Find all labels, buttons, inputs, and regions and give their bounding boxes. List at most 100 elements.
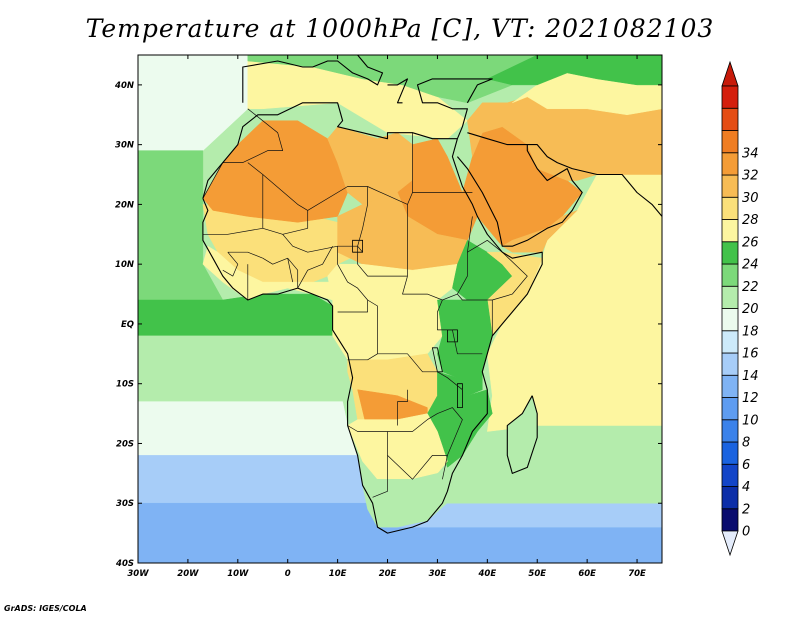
region-north-atlantic-ocean: [138, 55, 249, 151]
border-line: [227, 251, 263, 259]
lon-tick-label: 70E: [628, 569, 646, 579]
colorbar-label: 14: [742, 369, 759, 384]
region-south-atlantic-cool: [138, 455, 368, 504]
colorbar-label: 4: [742, 480, 750, 495]
grads-credit: GrADS: IGES/COLA: [4, 604, 87, 613]
coastlines: [202, 55, 662, 534]
colorbar-band: [721, 308, 739, 332]
colorbar-label: 34: [742, 146, 759, 161]
lon-tick-label: 60E: [578, 569, 596, 579]
map-frame: [137, 54, 663, 564]
lon-tick-label: 50E: [528, 569, 546, 579]
coastline: [456, 132, 583, 247]
colorbar-label: 20: [742, 302, 759, 317]
border-line: [467, 239, 528, 301]
colorbar-band: [721, 219, 739, 243]
region-europe-south: [247, 55, 538, 104]
region-south-atlantic-middle: [138, 401, 358, 456]
coastline: [242, 55, 384, 103]
border-line: [387, 455, 448, 480]
region-namibia-botswana: [347, 413, 448, 480]
border-line: [337, 246, 368, 313]
lat-tick-label: 30S: [116, 499, 134, 509]
lat-tick-label: 20S: [116, 439, 134, 449]
lon-tick-label: 10E: [329, 569, 347, 579]
colorbar-label: 10: [742, 413, 759, 428]
border-line: [407, 192, 413, 205]
colorbar-label: 12: [742, 391, 759, 406]
lat-tick-label: 30N: [115, 141, 134, 151]
border-line: [222, 251, 239, 277]
border-line: [457, 293, 493, 336]
region-mozambique-tanzania: [427, 371, 493, 468]
lon-tick-label: 20E: [379, 569, 397, 579]
lon-tick-label: 20W: [177, 569, 199, 579]
lake-outline: [352, 239, 364, 253]
border-line: [287, 246, 333, 289]
coastline: [202, 102, 543, 534]
colorbar-band: [721, 441, 739, 465]
colorbar-label: 6: [742, 458, 750, 473]
lake-outline: [446, 329, 458, 343]
lon-tick-label: 0: [285, 569, 291, 579]
colorbar-band: [721, 486, 739, 510]
colorbar-over-triangle: [721, 60, 739, 87]
lat-tick-label: 40S: [115, 559, 134, 569]
colorbar-band: [721, 330, 739, 354]
border-line: [262, 257, 294, 283]
colorbar-band: [721, 463, 739, 487]
colorbar-label: 8: [742, 436, 750, 451]
coastline: [506, 395, 538, 474]
colorbar-label: 32: [742, 169, 759, 184]
colorbar-band: [721, 85, 739, 109]
border-line: [437, 299, 483, 355]
axis-ticks: 30W 20W 10W 0 10E 20E 30E 40E 50E 60E 70E 40N 30N 20N…: [114, 55, 662, 579]
map-title: Temperature at 1000hPa [C], VT: 20210821…: [85, 14, 715, 43]
colorbar-band: [721, 352, 739, 376]
colorbar-band: [721, 397, 739, 421]
border-line: [347, 407, 463, 456]
colorbar-band: [721, 374, 739, 398]
colorbar-under-triangle: [721, 530, 739, 557]
colorbar-band: [721, 508, 739, 532]
lake-outline: [431, 347, 443, 373]
colorbar-label: 26: [742, 235, 759, 250]
colorbar-label: 22: [742, 280, 759, 295]
lakes: [352, 239, 463, 409]
colorbar-band: [721, 419, 739, 443]
colorbar-label: 2: [742, 502, 750, 517]
colorbar-band: [721, 152, 739, 176]
region-gulf-of-guinea: [138, 293, 333, 337]
border-line: [377, 353, 463, 390]
border-line: [372, 431, 388, 498]
country-borders: [202, 108, 528, 498]
lat-tick-label: 20N: [115, 200, 134, 210]
coastline: [527, 144, 662, 217]
border-line: [397, 389, 408, 426]
colorbar-label: 0: [742, 525, 750, 540]
colorbar-band: [721, 241, 739, 265]
colorbar-band: [721, 174, 739, 198]
lat-tick-label: 40N: [114, 81, 134, 91]
lat-tick-label: 10S: [116, 380, 134, 390]
colorbar-band: [721, 263, 739, 287]
colorbar-label: 16: [742, 347, 759, 362]
region-tropical-south-atlantic: [138, 335, 348, 402]
lat-tick-label: EQ: [121, 320, 134, 330]
colorbar-band: [721, 130, 739, 154]
colorbar-label: 30: [742, 191, 759, 206]
region-yemen-coast: [502, 210, 578, 253]
coastline: [387, 78, 409, 104]
border-line: [282, 234, 363, 253]
border-line: [357, 186, 408, 277]
region-central-asia: [487, 55, 662, 86]
lon-tick-label: 30E: [429, 569, 447, 579]
colorbar-label: 24: [742, 258, 759, 273]
lon-tick-label: 40E: [478, 569, 497, 579]
temperature-field: [138, 55, 662, 563]
colorbar-label: 28: [742, 213, 759, 228]
lake-outline: [456, 383, 463, 409]
lat-tick-label: 10N: [115, 260, 134, 270]
